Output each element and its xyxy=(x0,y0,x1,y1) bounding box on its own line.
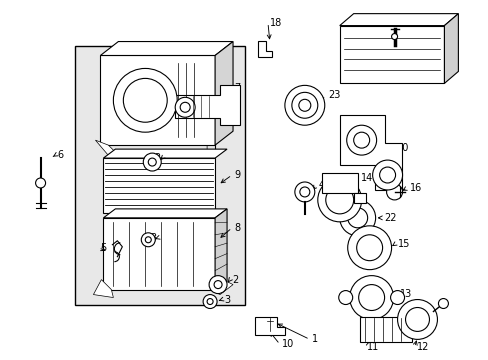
Circle shape xyxy=(214,280,222,289)
Bar xyxy=(100,55,215,145)
Circle shape xyxy=(299,187,309,197)
Circle shape xyxy=(339,200,375,236)
Circle shape xyxy=(285,85,324,125)
Text: 9: 9 xyxy=(234,170,240,180)
Circle shape xyxy=(145,237,151,243)
Circle shape xyxy=(123,78,167,122)
Polygon shape xyxy=(215,41,233,145)
Circle shape xyxy=(391,33,397,40)
Circle shape xyxy=(358,285,384,310)
Text: 10: 10 xyxy=(281,339,294,349)
Polygon shape xyxy=(210,282,233,294)
Circle shape xyxy=(36,178,45,188)
Circle shape xyxy=(113,68,177,132)
Text: 2: 2 xyxy=(232,275,238,285)
Text: 3: 3 xyxy=(150,233,156,243)
Text: 15: 15 xyxy=(397,239,409,249)
Polygon shape xyxy=(100,41,233,55)
Polygon shape xyxy=(175,85,240,125)
Circle shape xyxy=(294,182,314,202)
Text: 1: 1 xyxy=(311,334,317,345)
Text: 22: 22 xyxy=(384,213,396,223)
Text: 18: 18 xyxy=(269,18,282,28)
Circle shape xyxy=(291,92,317,118)
Circle shape xyxy=(325,186,353,214)
Circle shape xyxy=(397,300,437,339)
Circle shape xyxy=(141,233,155,247)
Text: 17: 17 xyxy=(428,15,441,26)
Text: 7: 7 xyxy=(234,84,240,93)
Circle shape xyxy=(175,97,195,117)
Bar xyxy=(321,173,357,193)
Circle shape xyxy=(356,235,382,261)
Text: 6: 6 xyxy=(58,150,63,160)
Circle shape xyxy=(209,276,226,293)
Circle shape xyxy=(143,153,161,171)
Circle shape xyxy=(298,99,310,111)
Text: 14: 14 xyxy=(360,173,372,183)
Text: 16: 16 xyxy=(408,183,421,193)
Circle shape xyxy=(438,298,447,309)
Polygon shape xyxy=(93,280,113,298)
Bar xyxy=(103,158,215,213)
Circle shape xyxy=(353,132,369,148)
Text: 13: 13 xyxy=(399,289,411,298)
Circle shape xyxy=(405,307,428,332)
Text: 3: 3 xyxy=(224,294,230,305)
Bar xyxy=(75,45,244,305)
Circle shape xyxy=(386,184,402,200)
Circle shape xyxy=(346,125,376,155)
Text: 21: 21 xyxy=(210,97,222,107)
Text: 5: 5 xyxy=(100,243,106,253)
Polygon shape xyxy=(95,140,120,160)
Circle shape xyxy=(207,298,213,305)
Text: 12: 12 xyxy=(416,342,428,352)
Circle shape xyxy=(317,178,361,222)
Text: 19: 19 xyxy=(401,15,413,26)
Polygon shape xyxy=(339,115,401,190)
Bar xyxy=(353,193,365,203)
Text: 2: 2 xyxy=(154,153,160,163)
Polygon shape xyxy=(103,149,226,158)
Polygon shape xyxy=(444,14,457,84)
Circle shape xyxy=(148,158,156,166)
Text: 11: 11 xyxy=(366,342,378,352)
Text: 8: 8 xyxy=(234,223,240,233)
Circle shape xyxy=(349,276,393,319)
Circle shape xyxy=(390,291,404,305)
Polygon shape xyxy=(254,318,285,336)
Bar xyxy=(359,318,411,342)
Circle shape xyxy=(372,160,402,190)
Text: 20: 20 xyxy=(396,143,408,153)
Polygon shape xyxy=(339,14,457,26)
Polygon shape xyxy=(215,209,226,289)
Circle shape xyxy=(379,167,395,183)
Polygon shape xyxy=(258,41,271,58)
Circle shape xyxy=(347,208,367,228)
Bar xyxy=(339,26,444,84)
Polygon shape xyxy=(103,209,226,218)
Circle shape xyxy=(338,291,352,305)
Circle shape xyxy=(203,294,217,309)
Circle shape xyxy=(347,226,391,270)
Circle shape xyxy=(180,102,190,112)
Text: 4: 4 xyxy=(318,180,324,190)
Bar xyxy=(103,218,215,289)
Text: 23: 23 xyxy=(327,90,340,100)
